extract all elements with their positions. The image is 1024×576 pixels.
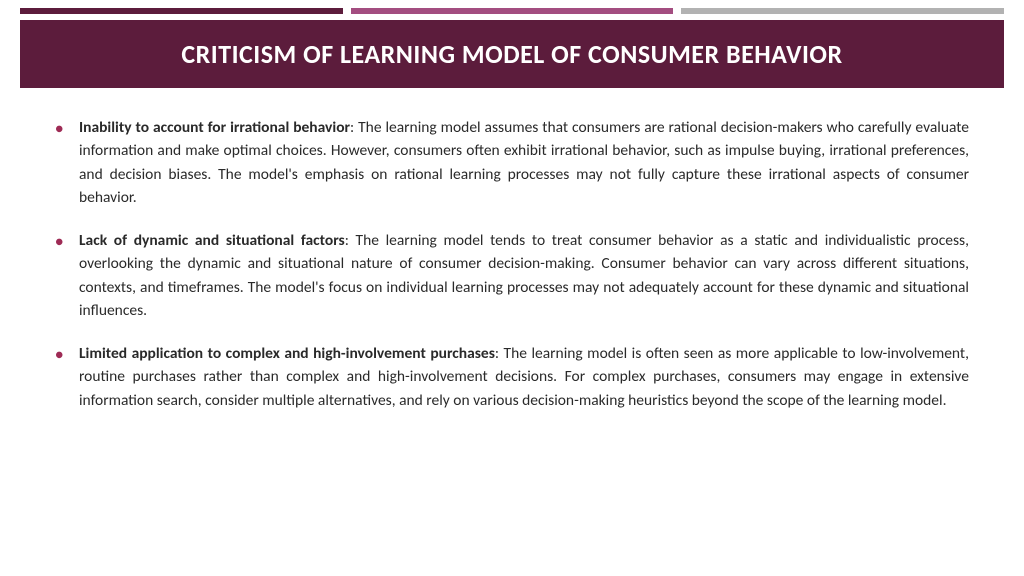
accent-bars (0, 0, 1024, 20)
accent-bar-1 (20, 8, 343, 14)
content-area: ● Inability to account for irrational be… (0, 88, 1024, 452)
bullet-item: ● Limited application to complex and hig… (55, 342, 969, 412)
accent-bar-2 (351, 8, 674, 14)
bullet-marker-icon: ● (55, 116, 79, 209)
bullet-heading: Limited application to complex and high-… (79, 344, 495, 363)
bullet-text: Lack of dynamic and situational factors:… (79, 229, 969, 322)
bullet-item: ● Lack of dynamic and situational factor… (55, 229, 969, 322)
title-band: CRITICISM OF LEARNING MODEL OF CONSUMER … (20, 20, 1004, 88)
bullet-heading: Inability to account for irrational beha… (79, 118, 350, 137)
accent-bar-3 (681, 8, 1004, 14)
bullet-heading: Lack of dynamic and situational factors (79, 231, 345, 250)
bullet-marker-icon: ● (55, 342, 79, 412)
bullet-item: ● Inability to account for irrational be… (55, 116, 969, 209)
bullet-list: ● Inability to account for irrational be… (55, 116, 969, 412)
bullet-marker-icon: ● (55, 229, 79, 322)
bullet-text: Inability to account for irrational beha… (79, 116, 969, 209)
slide-title: CRITICISM OF LEARNING MODEL OF CONSUMER … (50, 38, 974, 70)
bullet-text: Limited application to complex and high-… (79, 342, 969, 412)
